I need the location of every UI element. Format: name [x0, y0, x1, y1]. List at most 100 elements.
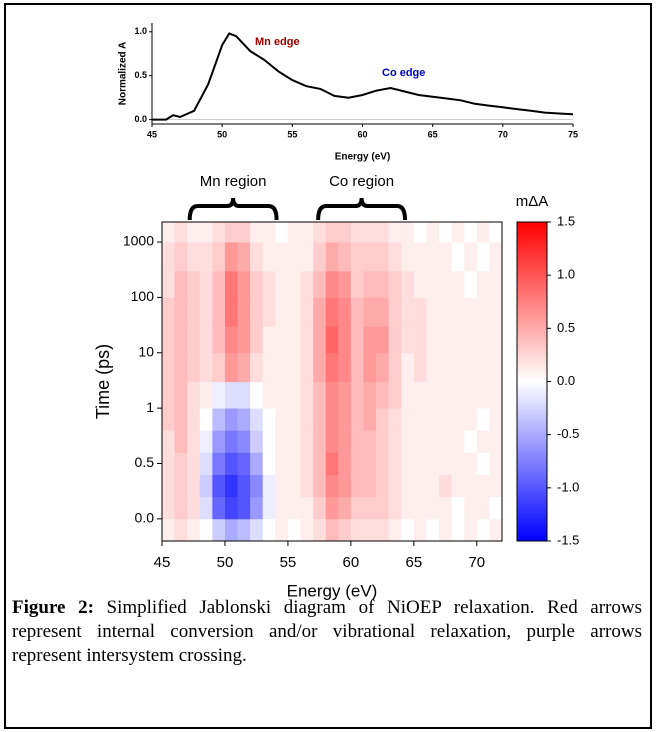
heatmap-cell	[338, 381, 352, 409]
heatmap-cell	[224, 430, 238, 453]
heatmap-cell	[325, 474, 339, 498]
plot-frame	[161, 221, 503, 542]
heatmap-cell	[262, 430, 276, 453]
heatmap-cell	[363, 474, 377, 498]
heatmap-cell	[489, 496, 503, 520]
x-tick-label: 50	[217, 554, 234, 571]
heatmap-cell	[262, 222, 276, 243]
heatmap-cell	[300, 430, 314, 453]
heatmap-cell	[162, 452, 175, 475]
colorbar-tick-label: 1.5	[557, 213, 575, 228]
heatmap-cell	[376, 297, 390, 327]
heatmap-cell	[350, 297, 364, 327]
heatmap-cell	[262, 496, 276, 520]
heatmap-cell	[224, 326, 238, 354]
heatmap-cell	[451, 452, 465, 475]
heatmap-cell	[199, 430, 213, 453]
heatmap-cell	[388, 452, 402, 475]
heatmap-cell	[250, 496, 264, 520]
heatmap-cell	[275, 270, 289, 298]
colorbar-label: mΔA	[516, 193, 549, 210]
heatmap-cell	[275, 222, 289, 243]
heatmap-cell	[174, 452, 188, 475]
heatmap-cell	[426, 381, 440, 409]
y-tick-label: 0.0	[134, 114, 147, 124]
heatmap-cell	[489, 297, 503, 327]
heatmap-cell	[199, 352, 213, 383]
colorbar-tick-label: 1.0	[557, 267, 575, 282]
heatmap-cell	[476, 242, 490, 272]
heatmap-cell	[325, 430, 339, 453]
heatmap-cell	[313, 474, 327, 498]
heatmap-cell	[388, 408, 402, 431]
heatmap-cell	[476, 474, 490, 498]
heatmap-cell	[187, 326, 201, 354]
heatmap-cell	[187, 496, 201, 520]
heatmap-cell	[439, 381, 453, 409]
heatmap-cell	[363, 452, 377, 475]
heatmap-cell	[401, 326, 415, 354]
heatmap-cell	[476, 430, 490, 453]
heatmap-cell	[250, 474, 264, 498]
heatmap-cell	[174, 518, 188, 542]
heatmap-cell	[439, 496, 453, 520]
heatmap-cell	[439, 352, 453, 383]
heatmap-cell	[451, 496, 465, 520]
heatmap-cell	[413, 270, 427, 298]
heatmap-cell	[250, 297, 264, 327]
x-tick-label: 60	[343, 554, 360, 571]
y-tick-label: 100	[131, 288, 155, 304]
heatmap-cell	[174, 352, 188, 383]
heatmap-cell	[224, 242, 238, 272]
heatmap-cell	[187, 430, 201, 453]
heatmap-cell	[250, 452, 264, 475]
heatmap-cell	[376, 222, 390, 243]
heatmap-cell	[162, 326, 175, 354]
heatmap-cell	[275, 518, 289, 542]
heatmap-cell	[174, 408, 188, 431]
heatmap-cell	[162, 222, 175, 243]
heatmap-cell	[401, 430, 415, 453]
heatmap-cell	[212, 430, 226, 453]
heatmap-cell	[401, 408, 415, 431]
heatmap-cell	[439, 518, 453, 542]
heatmap-cell	[489, 326, 503, 354]
heatmap-cell	[250, 242, 264, 272]
heatmap-cell	[275, 452, 289, 475]
heatmap-cell	[174, 297, 188, 327]
heatmap-cell	[287, 242, 301, 272]
heatmap-cell	[300, 474, 314, 498]
heatmap-cell	[426, 474, 440, 498]
heatmap-cell	[300, 381, 314, 409]
heatmap-cell	[464, 297, 478, 327]
heatmap-cell	[199, 297, 213, 327]
heatmap-cell	[313, 326, 327, 354]
heatmap-cell	[212, 352, 226, 383]
heatmap-cell	[199, 408, 213, 431]
annotation: Co edge	[382, 67, 425, 79]
annotation: Mn edge	[255, 36, 300, 48]
heatmap-cell	[262, 518, 276, 542]
heatmap-cell	[413, 452, 427, 475]
heatmap-cell	[489, 452, 503, 475]
heatmap-cell	[413, 222, 427, 243]
heatmap-cell	[325, 452, 339, 475]
heatmap-cell	[287, 496, 301, 520]
heatmap-cell	[489, 430, 503, 453]
heatmap-cell	[212, 242, 226, 272]
heatmap-cell	[275, 326, 289, 354]
heatmap-cell	[401, 496, 415, 520]
heatmap-cell	[300, 297, 314, 327]
heatmap-cell	[237, 352, 251, 383]
heatmap-cell	[313, 430, 327, 453]
heatmap-cell	[224, 408, 238, 431]
heatmap-cell	[338, 496, 352, 520]
heatmap-cell	[325, 242, 339, 272]
heatmap-cell	[237, 270, 251, 298]
heatmap-cell	[313, 222, 327, 243]
heatmap-cell	[413, 496, 427, 520]
heatmap-cell	[413, 352, 427, 383]
heatmap-cell	[162, 270, 175, 298]
heatmap-cell	[451, 408, 465, 431]
heatmap-cell	[237, 326, 251, 354]
